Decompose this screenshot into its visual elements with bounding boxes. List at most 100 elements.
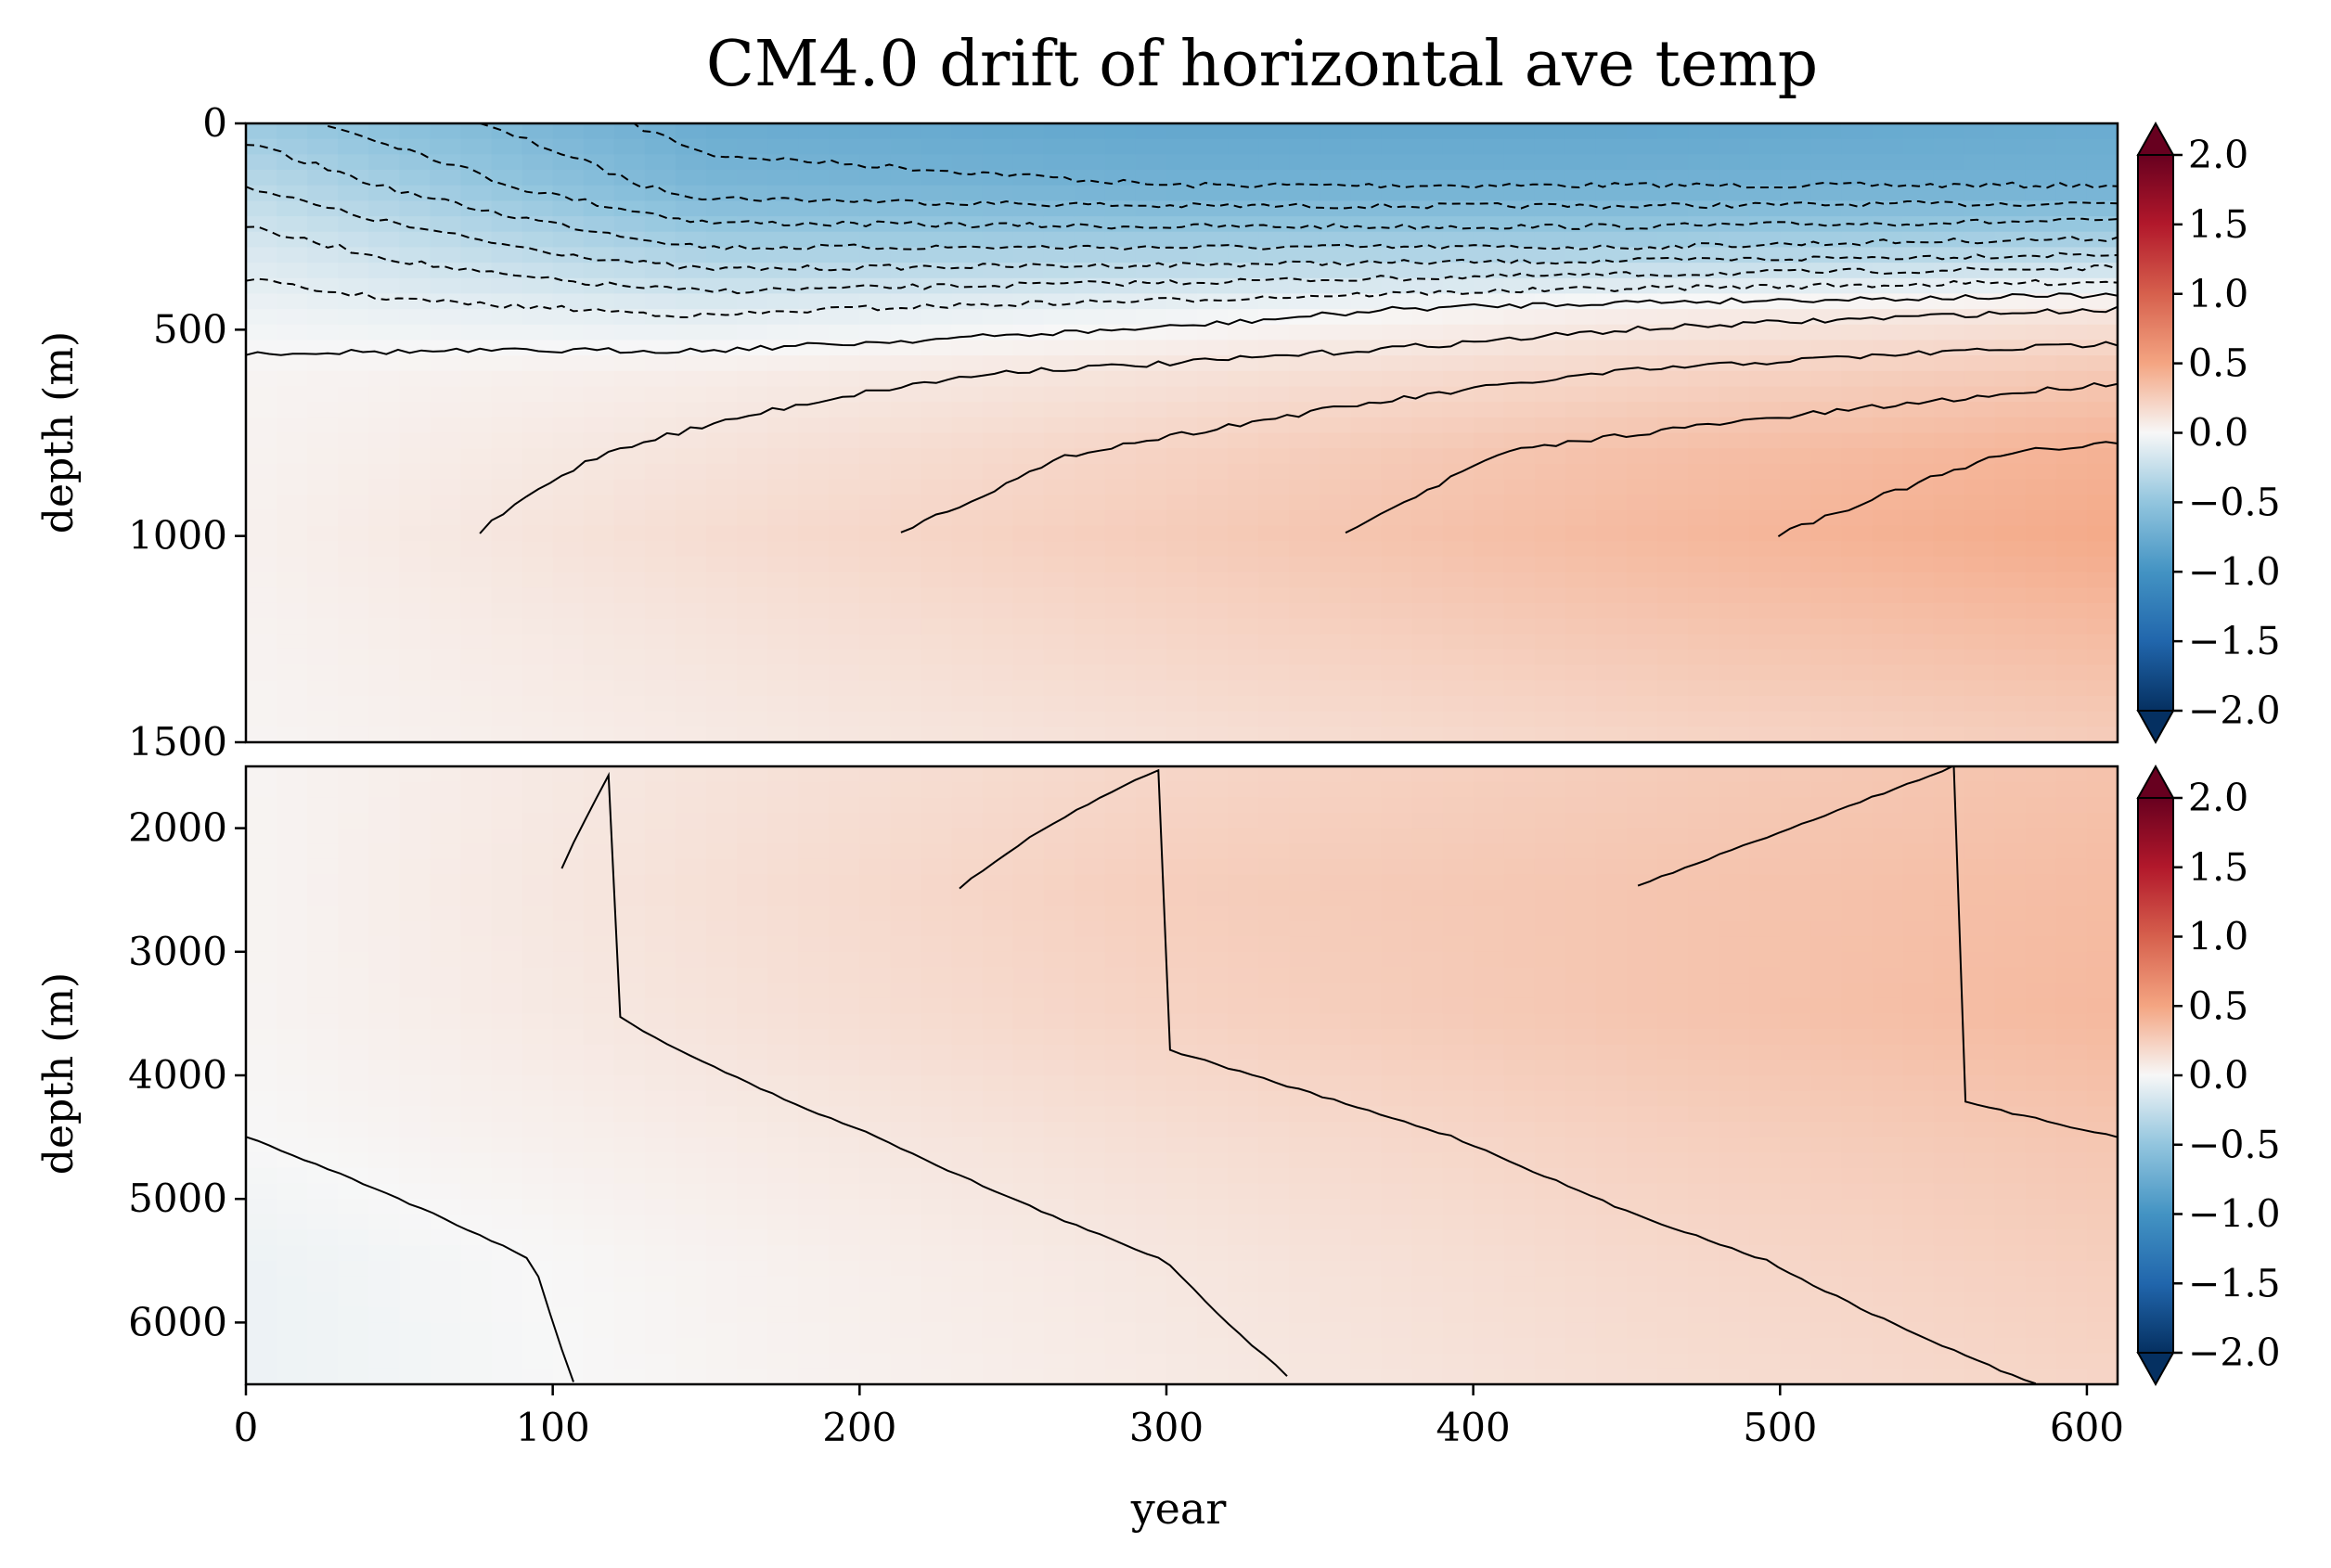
field-cell (1473, 463, 1505, 481)
field-cell (890, 355, 922, 372)
field-cell (982, 726, 1014, 742)
field-cell (1595, 1292, 1628, 1308)
field-cell (1902, 185, 1935, 202)
field-cell (1719, 1369, 1750, 1384)
field-cell (430, 463, 462, 481)
field-cell (613, 402, 646, 418)
field-cell (1503, 997, 1536, 1015)
field-cell (246, 231, 277, 249)
field-cell (1534, 1044, 1566, 1061)
field-cell (399, 231, 431, 249)
field-cell (1902, 309, 1935, 326)
field-cell (277, 277, 308, 295)
field-cell (1228, 479, 1259, 495)
field-cell (552, 680, 585, 697)
field-cell (1043, 649, 1075, 666)
field-cell (613, 170, 646, 186)
field-cell (583, 541, 615, 558)
field-cell (1933, 1060, 1965, 1076)
field-cell (706, 680, 738, 697)
field-cell (921, 1122, 953, 1138)
field-cell (522, 154, 554, 171)
colorbar-tick-label: 1.0 (2188, 915, 2248, 959)
field-cell (1780, 525, 1812, 542)
field-cell (1565, 556, 1597, 573)
field-cell (2025, 525, 2057, 542)
field-cell (522, 324, 554, 341)
field-cell (951, 1292, 984, 1308)
field-cell (1289, 1369, 1321, 1384)
field-cell (1933, 997, 1965, 1015)
field-cell (951, 509, 984, 527)
field-cell (1810, 463, 1843, 481)
field-cell (1350, 200, 1383, 217)
field-cell (1320, 1292, 1352, 1308)
field-cell (613, 1199, 646, 1215)
field-cell (2086, 355, 2118, 372)
field-cell (338, 1214, 370, 1231)
field-cell (1749, 983, 1782, 999)
field-cell (522, 200, 554, 217)
field-cell (1780, 858, 1812, 876)
field-cell (1749, 711, 1782, 728)
field-cell (1135, 813, 1167, 829)
field-cell (1289, 781, 1321, 798)
field-cell (798, 680, 831, 697)
field-cell (1902, 726, 1935, 742)
field-cell (460, 1183, 493, 1200)
field-cell (737, 200, 768, 217)
field-cell (1841, 1353, 1874, 1370)
field-cell (1228, 1075, 1259, 1092)
field-cell (1964, 1106, 1996, 1123)
field-cell (1810, 781, 1843, 798)
field-cell (1841, 1292, 1874, 1308)
field-cell (675, 370, 707, 388)
field-cell (1258, 1060, 1291, 1076)
field-cell (1994, 432, 2027, 449)
field-cell (1719, 890, 1750, 906)
field-cell (1810, 1276, 1843, 1292)
field-cell (982, 1075, 1014, 1092)
field-cell (1135, 293, 1167, 310)
field-cell (552, 355, 585, 372)
field-cell (1994, 216, 2027, 233)
field-cell (338, 781, 370, 798)
field-cell (1411, 858, 1444, 876)
field-cell (982, 951, 1014, 969)
field-cell (2025, 386, 2057, 403)
field-cell (246, 813, 277, 829)
field-cell (1749, 572, 1782, 589)
field-cell (1320, 1152, 1352, 1169)
field-cell (1534, 355, 1566, 372)
field-cell (1258, 649, 1291, 666)
field-cell (1135, 541, 1167, 558)
field-cell (798, 1338, 831, 1355)
field-cell (1933, 726, 1965, 742)
field-cell (1135, 1199, 1167, 1215)
field-cell (737, 1338, 768, 1355)
field-cell (1074, 602, 1106, 620)
field-cell (430, 138, 462, 156)
field-cell (1534, 920, 1566, 937)
field-cell (1135, 277, 1167, 295)
field-cell (277, 1044, 308, 1061)
field-cell (307, 185, 339, 202)
field-cell (1534, 890, 1566, 906)
field-cell (1657, 556, 1689, 573)
field-cell (1933, 1013, 1965, 1030)
field-cell (613, 1090, 646, 1108)
field-cell (982, 324, 1014, 341)
field-cell (767, 1214, 799, 1231)
field-cell (1074, 843, 1106, 860)
field-cell (1442, 1090, 1475, 1108)
field-cell (583, 479, 615, 495)
field-cell (491, 216, 523, 233)
field-cell (1289, 726, 1321, 742)
field-cell (1258, 340, 1291, 356)
field-cell (890, 1167, 922, 1185)
field-cell (1627, 618, 1658, 636)
field-cell (613, 340, 646, 356)
field-cell (1841, 587, 1874, 604)
field-cell (890, 1245, 922, 1262)
field-cell (1688, 138, 1719, 156)
